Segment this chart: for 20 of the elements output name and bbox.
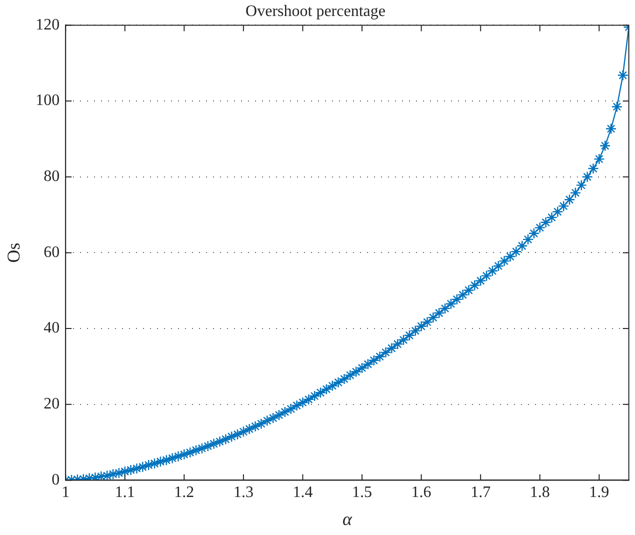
- y-tick-label: 20: [44, 396, 60, 413]
- y-tick-label: 120: [36, 16, 60, 34]
- x-axis-title: α: [342, 508, 352, 529]
- y-axis-title: Os: [4, 242, 24, 263]
- x-tick-label: 1.6: [411, 484, 432, 502]
- x-tick-label: 1.1: [114, 484, 135, 502]
- y-tick-label: 100: [36, 92, 60, 110]
- x-tick-label: 1.5: [352, 484, 372, 502]
- x-tick-label: 1.8: [530, 484, 550, 502]
- x-tick-label: 1: [62, 484, 70, 502]
- x-tick-label: 1.4: [292, 484, 313, 502]
- x-tick-label: 1.3: [233, 484, 254, 502]
- chart-title: Overshoot percentage: [246, 2, 386, 20]
- y-tick-label: 80: [44, 168, 60, 186]
- x-tick-label: 1.7: [470, 484, 491, 502]
- x-tick-label: 1.9: [589, 484, 610, 502]
- x-tick-label: 1.2: [174, 484, 194, 502]
- y-tick-label: 60: [44, 244, 60, 261]
- y-tick-label: 40: [44, 320, 60, 337]
- y-tick-label: 0: [52, 471, 60, 488]
